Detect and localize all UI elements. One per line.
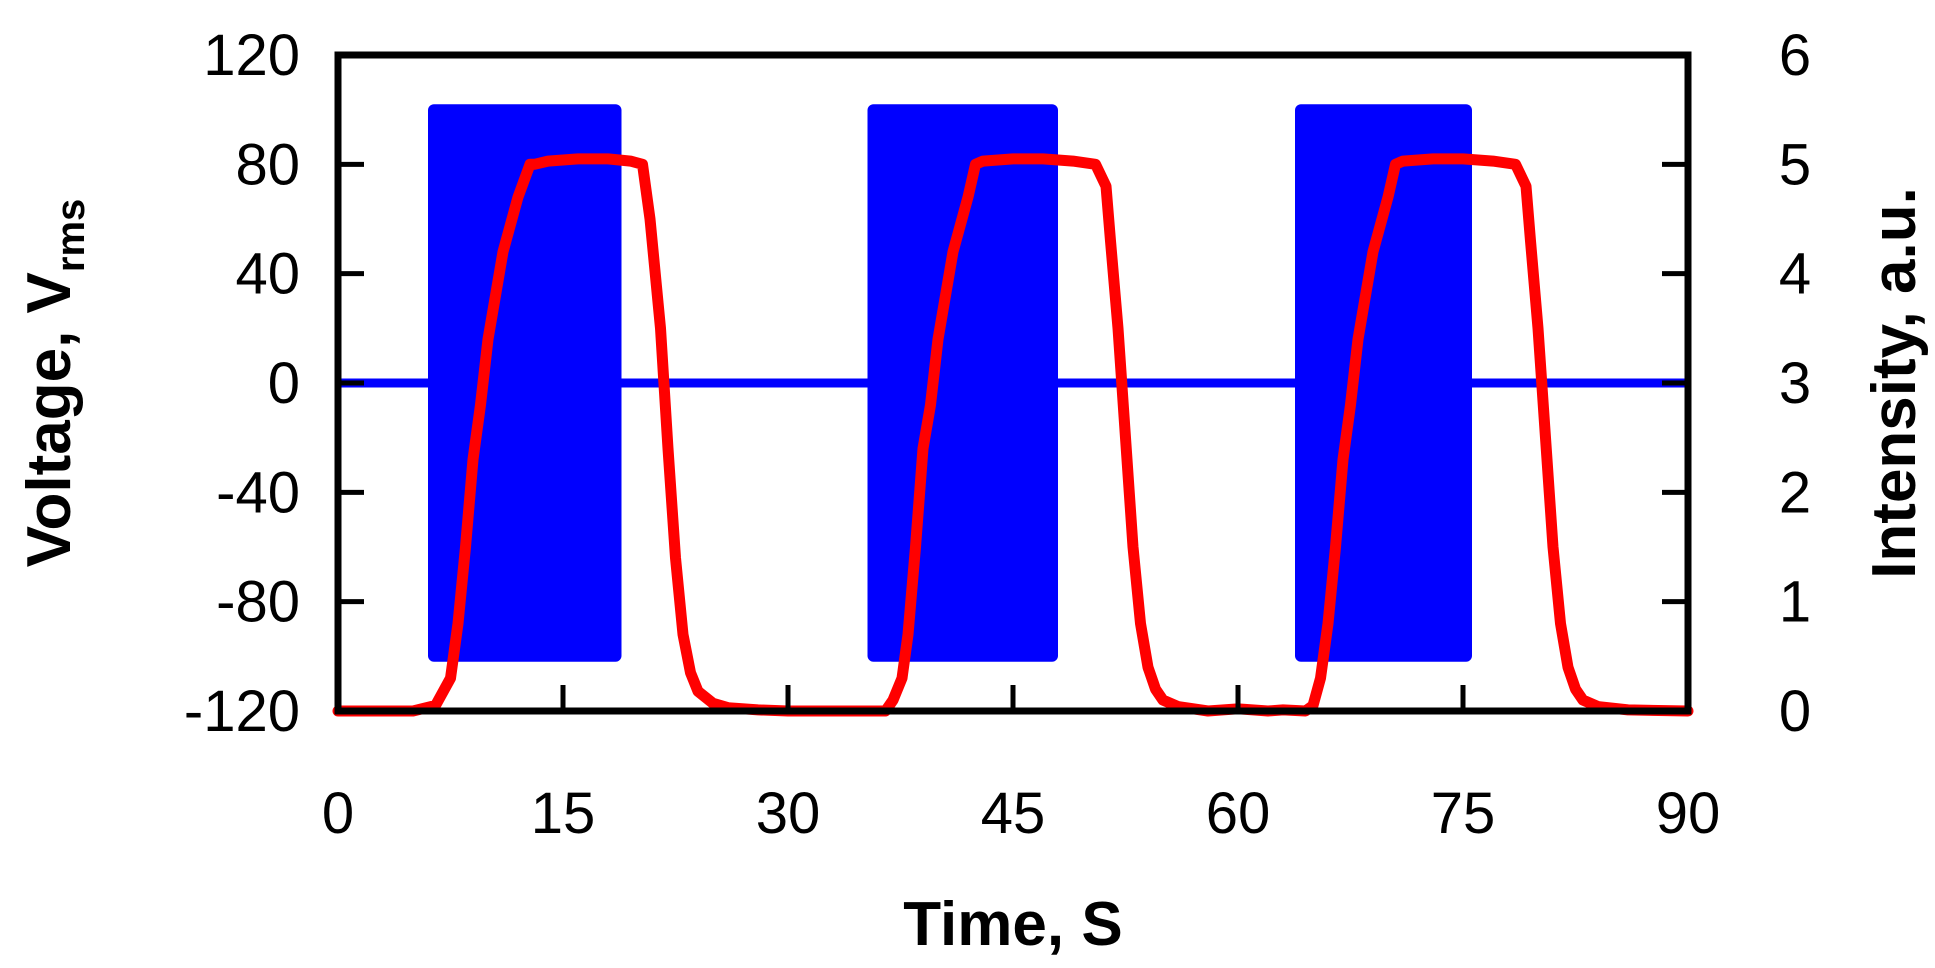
right-y-tick-label: 5 [1779, 132, 1811, 197]
right-y-tick-label: 4 [1779, 242, 1811, 307]
voltage-burst-2 [867, 104, 1058, 662]
x-tick-label: 90 [1656, 781, 1721, 846]
left-y-tick-label: 40 [235, 242, 300, 307]
x-tick-label: 60 [1206, 781, 1271, 846]
left-y-tick-label: 80 [235, 132, 300, 197]
x-tick-label: 0 [322, 781, 354, 846]
right-y-tick-label: 0 [1779, 679, 1811, 744]
left-y-tick-label: 120 [203, 23, 300, 88]
left-y-axis-title-main: Voltage, V [15, 272, 84, 567]
right-y-tick-label: 3 [1779, 351, 1811, 416]
ticks [338, 161, 1688, 711]
right-y-tick-label: 6 [1779, 23, 1811, 88]
x-tick-label: 30 [756, 781, 821, 846]
left-y-tick-label: -120 [184, 679, 300, 744]
left-y-axis-title: Voltage, Vrms [15, 199, 93, 568]
plot-series [332, 104, 1694, 717]
x-axis-title: Time, S [903, 890, 1122, 959]
voltage-burst-3 [1295, 104, 1472, 662]
right-y-tick-label: 2 [1779, 460, 1811, 525]
left-y-tick-label: 0 [268, 351, 300, 416]
left-y-tick-label: -80 [216, 570, 300, 635]
left-y-axis-title-subscript: rms [49, 199, 93, 272]
x-tick-label: 45 [981, 781, 1046, 846]
right-y-tick-label: 1 [1779, 570, 1811, 635]
right-y-axis-title: Intensity, a.u. [1860, 187, 1929, 579]
x-tick-label: 75 [1431, 781, 1496, 846]
x-tick-label: 15 [531, 781, 596, 846]
intensity-line [332, 153, 1694, 717]
voltage-burst-1 [428, 104, 622, 662]
left-y-tick-label: -40 [216, 460, 300, 525]
